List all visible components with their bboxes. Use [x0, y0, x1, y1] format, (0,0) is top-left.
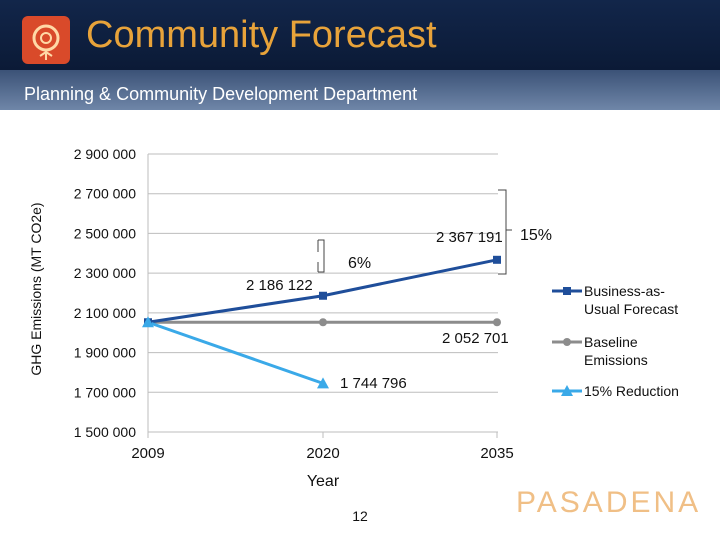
- page-number: 12: [352, 508, 368, 524]
- series-line-2: [147, 320, 324, 385]
- y-tick-label: 1 700 000: [74, 384, 136, 400]
- x-tick-label: 2020: [306, 445, 339, 462]
- x-tick-labels: 2009 2020 2035: [131, 431, 514, 462]
- x-axis-title: Year: [307, 473, 340, 490]
- legend: Business-as- Usual Forecast Baseline Emissi…: [552, 283, 679, 399]
- data-point-2-1: [317, 377, 329, 389]
- data-point-0-2: [493, 255, 501, 264]
- y-tick-label: 2 700 000: [74, 186, 136, 202]
- pasadena-brand-logo: PASADENA: [516, 486, 702, 519]
- series-markers: [142, 255, 501, 389]
- subtitle-bar: [0, 70, 720, 110]
- legend-marker-2: [561, 385, 573, 396]
- legend-label-1: Baseline: [584, 334, 638, 350]
- y-axis-title: GHG Emissions (MT CO2e): [28, 202, 44, 375]
- page-title: Community Forecast: [86, 14, 437, 56]
- y-tick-label: 1 900 000: [74, 345, 136, 361]
- bracket-2020: [317, 239, 325, 273]
- legend-marker-0: [563, 287, 571, 295]
- y-tick-label: 2 500 000: [74, 225, 136, 241]
- legend-label-1: Emissions: [584, 352, 648, 368]
- data-point-0-1: [319, 291, 327, 300]
- y-tick-label: 2 900 000: [74, 146, 136, 162]
- annotation-15pct: 15%: [520, 227, 552, 244]
- x-tick-label: 2009: [131, 445, 164, 462]
- data-label-bau-2035: 2 367 191: [436, 229, 503, 246]
- rose-logo-icon: [22, 16, 70, 64]
- data-point-2-0: [142, 316, 154, 328]
- header-bar: [0, 0, 720, 70]
- legend-label-0: Usual Forecast: [584, 301, 678, 317]
- legend-label-0: Business-as-: [584, 283, 665, 299]
- bracket-2035: [498, 189, 512, 275]
- department-subtitle: Planning & Community Development Departm…: [24, 84, 418, 104]
- y-tick-label: 2 300 000: [74, 265, 136, 281]
- y-tick-labels: 2 900 000 2 700 000 2 500 000 2 300 000 2 10…: [74, 146, 136, 440]
- legend-label-2: 15% Reduction: [584, 383, 679, 399]
- legend-marker-1: [563, 338, 571, 346]
- data-label-baseline: 2 052 701: [442, 330, 509, 347]
- annotation-6pct: 6%: [348, 255, 371, 272]
- y-tick-label: 2 100 000: [74, 305, 136, 321]
- data-label-reduction-2020: 1 744 796: [340, 375, 407, 392]
- y-tick-label: 1 500 000: [74, 424, 136, 440]
- x-tick-label: 2035: [480, 445, 513, 462]
- data-point-1-2: [493, 318, 501, 327]
- data-point-1-1: [319, 318, 327, 327]
- data-label-bau-2020: 2 186 122: [246, 277, 313, 294]
